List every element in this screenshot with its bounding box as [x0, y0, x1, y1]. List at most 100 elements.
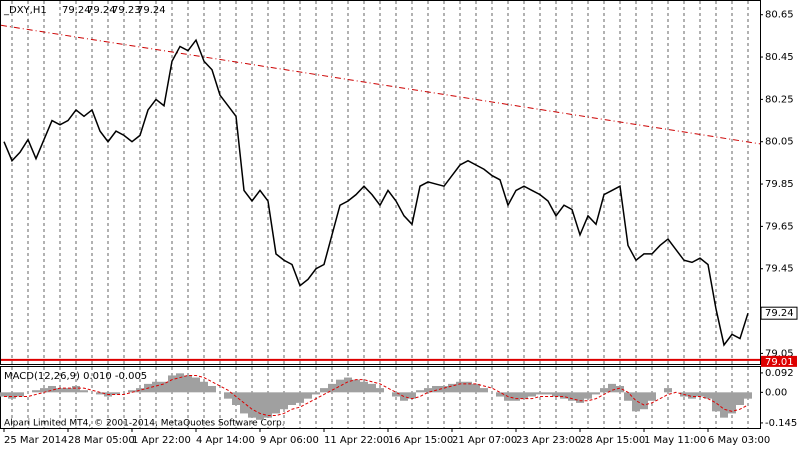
macd-bar — [600, 388, 608, 393]
macd-bar — [328, 383, 336, 393]
macd-bar — [168, 375, 176, 393]
price-line-label-bg — [761, 355, 797, 367]
macd-bar — [696, 392, 704, 397]
y-tick-label: 79.45 — [765, 264, 794, 275]
macd-bar — [688, 392, 696, 399]
macd-bar — [320, 388, 328, 393]
macd-bar — [280, 392, 288, 410]
macd-bar — [264, 392, 272, 418]
macd-bar — [48, 385, 56, 393]
macd-bar — [400, 392, 408, 401]
x-tick-label: 9 Apr 06:00 — [260, 435, 319, 446]
macd-bar — [728, 392, 736, 414]
x-tick-label: 1 Apr 22:00 — [132, 435, 191, 446]
macd-bar — [424, 388, 432, 393]
vertical-grid — [11, 1, 749, 428]
macd-bar — [128, 390, 136, 393]
macd-bar — [184, 375, 192, 393]
macd-bar — [440, 385, 448, 393]
macd-bar — [704, 392, 712, 399]
macd-y-tick-label: -0.145 — [765, 418, 797, 429]
copyright: Alpari Limited MT4, © 2001-2014, MetaQuo… — [4, 419, 285, 429]
macd-bar — [512, 392, 520, 401]
price-line-label: 79.01 — [765, 357, 794, 368]
macd-bar — [160, 381, 168, 393]
main-frame — [0, 0, 761, 365]
y-tick-label: 80.45 — [765, 52, 794, 63]
macd-signal — [4, 374, 749, 417]
x-tick-label: 6 May 03:00 — [708, 435, 770, 446]
macd-bar — [256, 392, 264, 420]
macd-bar — [232, 392, 240, 405]
x-tick-label: 28 Apr 15:00 — [580, 435, 645, 446]
ohlc-value: 79.24 — [62, 5, 91, 16]
x-tick-label: 11 Apr 22:00 — [324, 435, 389, 446]
macd-bar — [584, 392, 592, 399]
macd-frame — [0, 366, 761, 429]
macd-bar — [336, 379, 344, 393]
macd-bar — [616, 385, 624, 393]
y-tick-label: 79.85 — [765, 179, 794, 190]
macd-bar — [152, 381, 160, 393]
macd-bar — [72, 385, 80, 393]
macd-bar — [288, 392, 296, 405]
y-tick-label: 79.05 — [765, 348, 794, 359]
macd-bar — [480, 388, 488, 393]
macd-bar — [448, 383, 456, 393]
macd-bar — [608, 383, 616, 393]
macd-bar — [40, 388, 48, 393]
macd-bar — [496, 392, 504, 397]
macd-bar — [136, 388, 144, 393]
x-tick-label: 16 Apr 15:00 — [388, 435, 453, 446]
macd-bar — [736, 392, 744, 405]
y-tick-label: 80.25 — [765, 94, 794, 105]
macd-bar — [312, 392, 320, 395]
trendline — [0, 24, 761, 145]
macd-bar — [664, 388, 672, 393]
macd-bar — [520, 392, 528, 399]
x-tick-label: 25 Mar 2014 — [4, 435, 67, 446]
macd-y-tick-label: 0.00 — [765, 387, 787, 398]
macd-bar — [472, 383, 480, 393]
last-price-label: 79.24 — [765, 308, 794, 319]
macd-y-tick-label: 0.092 — [765, 368, 794, 379]
macd-bar — [304, 392, 312, 399]
ohlc-value: 79.24 — [137, 5, 166, 16]
macd-bar — [176, 373, 184, 393]
macd-label: MACD(12,26,9) 0.010 -0.005 — [4, 371, 147, 382]
price-line-series — [3, 38, 749, 347]
macd-bar — [720, 392, 728, 418]
symbol: _DXY,H1 — [3, 5, 47, 16]
macd-bar — [392, 392, 400, 397]
macd-bar — [352, 379, 360, 393]
macd-bar — [536, 392, 544, 395]
macd-bar — [544, 392, 552, 395]
macd-bar — [8, 392, 16, 399]
x-tick-label: 21 Apr 07:00 — [452, 435, 517, 446]
y-tick-label: 79.65 — [765, 221, 794, 232]
macd-bar — [568, 392, 576, 401]
y-tick-label: 80.05 — [765, 137, 794, 148]
macd-bar — [80, 390, 88, 393]
macd-bar — [456, 381, 464, 393]
macd-bar — [432, 385, 440, 393]
macd-bar — [112, 392, 120, 395]
macd-bar — [576, 392, 584, 403]
macd-bar — [344, 377, 352, 393]
macd-bar — [32, 390, 40, 393]
macd-bar — [464, 381, 472, 393]
macd-bar — [272, 392, 280, 414]
macd-bar — [0, 392, 8, 397]
x-tick-label: 4 Apr 14:00 — [196, 435, 255, 446]
x-tick-label: 28 Mar 05:00 — [68, 435, 135, 446]
macd-bar — [552, 392, 560, 397]
macd-bar — [64, 388, 72, 393]
x-tick-label: 23 Apr 23:00 — [516, 435, 581, 446]
macd-bar — [200, 381, 208, 393]
macd-bar — [528, 392, 536, 397]
macd-bar — [640, 392, 648, 410]
macd-bar — [416, 390, 424, 393]
macd-bar — [192, 377, 200, 393]
macd-bar — [744, 392, 752, 399]
